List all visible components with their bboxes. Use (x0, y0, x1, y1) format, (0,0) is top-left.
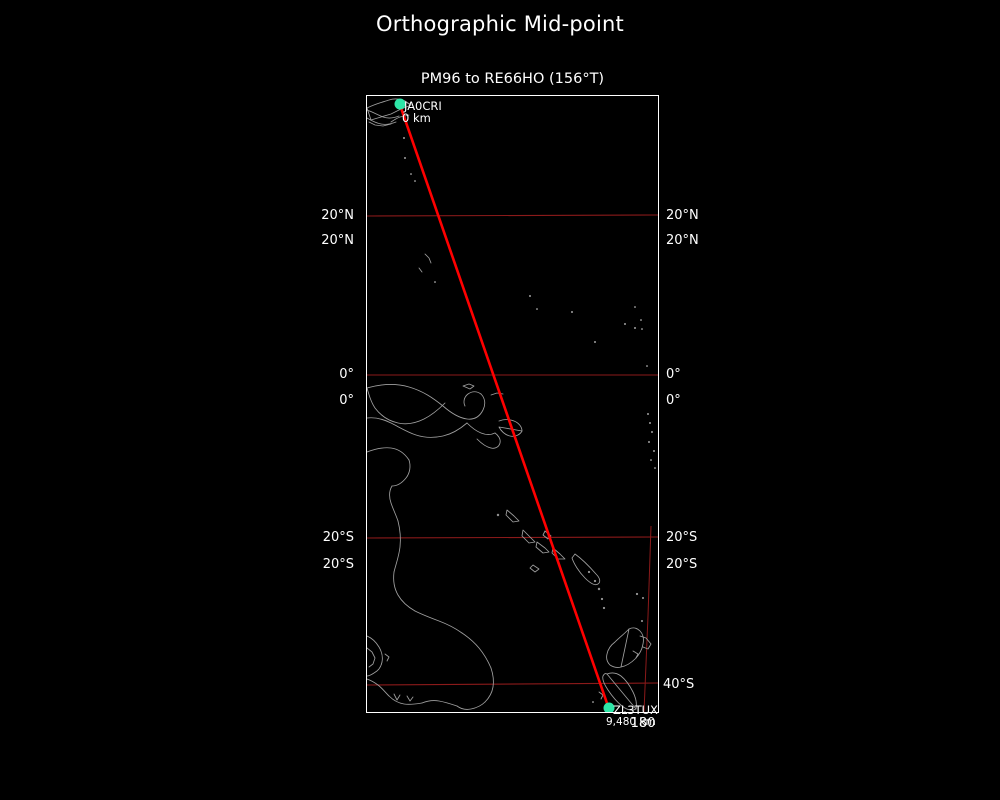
endpoint-marker-end[interactable] (603, 702, 615, 713)
lat-label-left-2: 0° (339, 367, 354, 382)
lat-label-right-0: 20°N (666, 208, 699, 223)
endpoint-label-end-distance: 9,480 km (606, 716, 656, 728)
lat-label-right-5: 20°S (666, 557, 698, 572)
graticule-meridians (643, 525, 652, 712)
map-graphics (367, 98, 658, 713)
endpoint-label-start-callsign: JA0CRI (404, 99, 442, 113)
lat-label-left-3: 0° (339, 393, 354, 408)
lon-label-180: 180 (630, 716, 656, 731)
axes-title: PM96 to RE66HO (156°T) (420, 71, 605, 87)
lat-label-right-4: 20°S (666, 530, 698, 545)
endpoint-label-end-callsign: ZL3TUX (613, 703, 658, 717)
figure-title: Orthographic Mid-point (376, 12, 624, 36)
lat-label-left-5: 20°S (322, 557, 354, 572)
lat-label-right-3: 0° (666, 393, 681, 408)
coastlines (367, 98, 656, 712)
endpoint-marker-start[interactable] (394, 98, 406, 110)
lat-label-right-6: 40°S (663, 677, 695, 692)
great-circle-path (398, 104, 611, 710)
lat-label-left-1: 20°N (321, 233, 354, 248)
lat-label-left-4: 20°S (322, 530, 354, 545)
map-plot-area[interactable] (366, 95, 659, 713)
endpoint-label-start-distance: 0 km (402, 111, 431, 125)
lat-label-right-1: 20°N (666, 233, 699, 248)
graticule-parallels (367, 214, 658, 686)
lat-label-left-0: 20°N (321, 208, 354, 223)
lat-label-right-2: 0° (666, 367, 681, 382)
